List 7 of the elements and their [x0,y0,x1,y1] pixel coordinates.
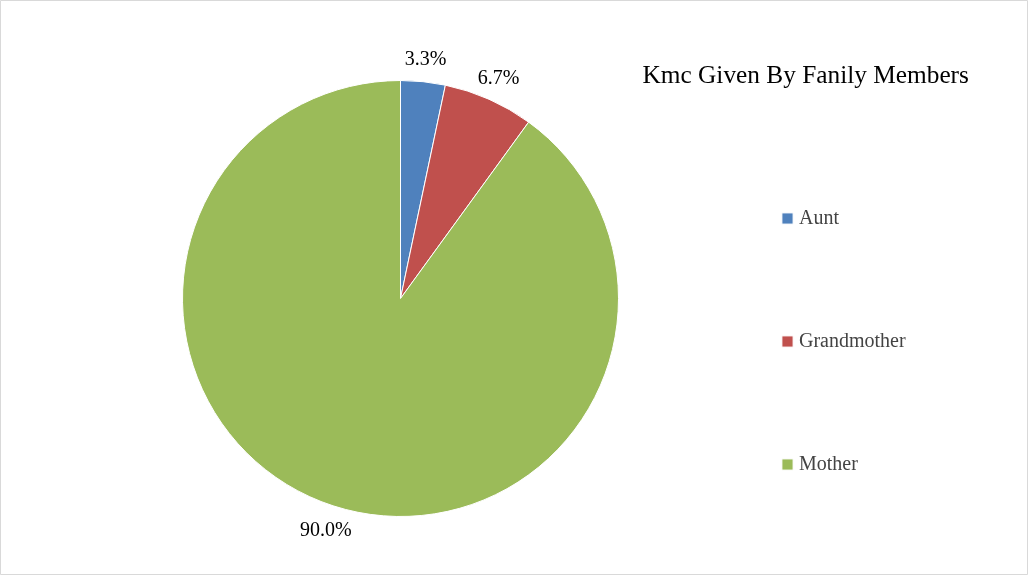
data-label: 6.7% [477,66,520,89]
legend-label: Grandmother [799,329,906,352]
chart-title: Kmc Given By Fanily Members [642,59,969,88]
data-label: 90.0% [299,517,352,540]
data-label: 3.3% [404,46,447,69]
legend-label: Mother [799,452,858,475]
legend-label: Aunt [799,206,839,229]
